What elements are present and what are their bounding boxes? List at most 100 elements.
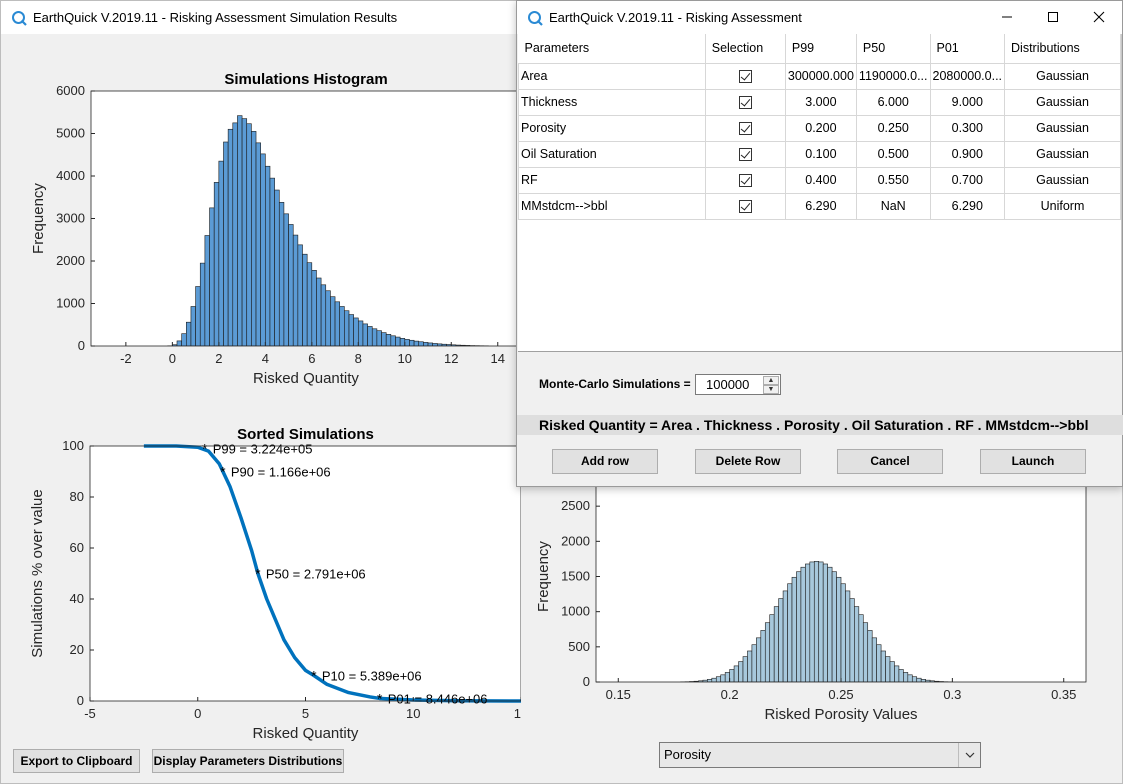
parameters-table: Parameters Selection P99 P50 P01 Distrib… [518,34,1121,220]
minimize-button[interactable] [984,1,1030,33]
p50-cell[interactable]: 6.000 [855,88,931,116]
column-header-p99[interactable]: P99 [785,34,857,64]
table-row[interactable]: Thickness 3.000 6.000 9.000 Gaussian [518,88,1121,116]
spin-up-icon[interactable]: ▲ [763,376,779,385]
table-row[interactable]: MMstdcm-->bbl 6.290 NaN 6.290 Uniform [518,192,1121,220]
y-tick-label: 1000 [561,604,590,619]
name-cell[interactable]: Thickness [518,88,706,116]
histogram-bar [241,118,248,346]
column-header-p50[interactable]: P50 [856,34,931,64]
selection-cell[interactable] [704,166,786,194]
p50-cell[interactable]: 0.500 [855,140,931,168]
p50-cell[interactable]: 1190000.0... [855,62,931,90]
histogram-bar [344,310,350,346]
cancel-button[interactable]: Cancel [837,449,943,474]
selection-cell[interactable] [704,192,786,220]
selection-checkbox[interactable] [738,122,752,136]
p99-cell[interactable]: 6.290 [784,192,857,220]
x-axis-label: Risked Quantity [253,370,359,387]
histogram-bar [809,561,815,682]
monte-carlo-stepper[interactable]: ▲ ▼ [695,374,781,395]
x-tick-label: 0.2 [721,687,739,702]
dist-cell[interactable]: Gaussian [1004,88,1121,116]
dialog-titlebar[interactable]: EarthQuick V.2019.11 - Risking Assessmen… [517,1,1122,34]
dist-cell[interactable]: Gaussian [1004,62,1121,90]
dist-cell[interactable]: Gaussian [1004,114,1121,142]
display-distributions-button[interactable]: Display Parameters Distributions [152,749,344,773]
histogram-bar [805,563,811,682]
p01-cell[interactable]: 2080000.0... [929,62,1006,90]
histogram-bar [813,561,820,682]
y-tick-label: 100 [62,438,84,453]
parameter-select[interactable]: Porosity [659,742,981,768]
histogram-bar [367,326,373,346]
selection-cell[interactable] [704,114,786,142]
sorted-curve [143,444,521,703]
selection-checkbox[interactable] [738,96,752,110]
name-cell[interactable]: RF [518,166,706,194]
p99-cell[interactable]: 0.100 [784,140,857,168]
histogram-bar [885,656,891,682]
monte-carlo-input[interactable] [696,375,762,394]
p01-cell[interactable]: 9.000 [929,88,1006,116]
p01-cell[interactable]: 6.290 [929,192,1006,220]
histogram-bar [278,202,285,346]
histogram-bar [427,342,433,346]
sorted-simulations-chart: * P99 = 3.224e+05 * P90 = 1.166e+06 * P50 = 2… [29,426,521,742]
table-row[interactable]: RF 0.400 0.550 0.700 Gaussian [518,166,1121,194]
selection-checkbox[interactable] [738,148,752,162]
name-cell[interactable]: Oil Saturation [518,140,706,168]
dist-cell[interactable]: Gaussian [1004,166,1121,194]
name-cell[interactable]: Porosity [518,114,706,142]
selection-checkbox[interactable] [738,174,752,188]
column-header-selection[interactable]: Selection [705,34,786,64]
table-row[interactable]: Area 300000.000 1190000.0... 2080000.0... Ga… [518,62,1121,90]
p01-cell[interactable]: 0.700 [929,166,1006,194]
chevron-down-icon[interactable] [958,743,980,767]
selection-checkbox[interactable] [738,200,752,214]
p01-cell[interactable]: 0.300 [929,114,1006,142]
dist-cell[interactable]: Gaussian [1004,140,1121,168]
table-header-row: Parameters Selection P99 P50 P01 Distrib… [518,34,1121,64]
x-tick-label: 10 [406,706,420,721]
launch-button[interactable]: Launch [980,449,1086,474]
maximize-button[interactable] [1030,1,1076,33]
add-row-button[interactable]: Add row [552,449,658,474]
delete-row-button[interactable]: Delete Row [695,449,801,474]
dist-cell[interactable]: Uniform [1004,192,1121,220]
chart-title: Sorted Simulations [237,426,374,443]
p50-cell[interactable]: 0.250 [855,114,931,142]
histogram-bar [213,182,220,346]
histogram-bar [876,644,882,682]
histogram-bar [232,122,238,346]
p01-cell[interactable]: 0.900 [929,140,1006,168]
column-header-distributions[interactable]: Distributions [1004,34,1121,64]
histogram-bar [288,224,294,346]
p99-cell[interactable]: 3.000 [784,88,857,116]
p99-cell[interactable]: 0.200 [784,114,857,142]
minimize-icon [1002,16,1012,18]
x-tick-label: 0.3 [943,687,961,702]
selection-cell[interactable] [704,140,786,168]
y-tick-label: 1000 [56,296,85,311]
p50-cell[interactable]: NaN [855,192,931,220]
spin-down-icon[interactable]: ▼ [763,385,779,394]
name-cell[interactable]: MMstdcm-->bbl [518,192,706,220]
histogram-bar [227,128,234,346]
percentile-label: P90 = 1.166e+06 [231,465,331,480]
histogram-bar [302,253,308,346]
histogram-bar [787,583,793,682]
p50-cell[interactable]: 0.550 [855,166,931,194]
selection-checkbox[interactable] [738,70,752,84]
p99-cell[interactable]: 300000.000 [784,62,857,90]
p99-cell[interactable]: 0.400 [784,166,857,194]
table-row[interactable]: Porosity 0.200 0.250 0.300 Gaussian [518,114,1121,142]
column-header-parameters[interactable]: Parameters [518,34,706,64]
selection-cell[interactable] [704,88,786,116]
table-row[interactable]: Oil Saturation 0.100 0.500 0.900 Gaussian [518,140,1121,168]
close-button[interactable] [1076,1,1122,33]
name-cell[interactable]: Area [518,62,706,90]
export-clipboard-button[interactable]: Export to Clipboard [13,749,140,773]
selection-cell[interactable] [704,62,786,90]
column-header-p01[interactable]: P01 [930,34,1006,64]
